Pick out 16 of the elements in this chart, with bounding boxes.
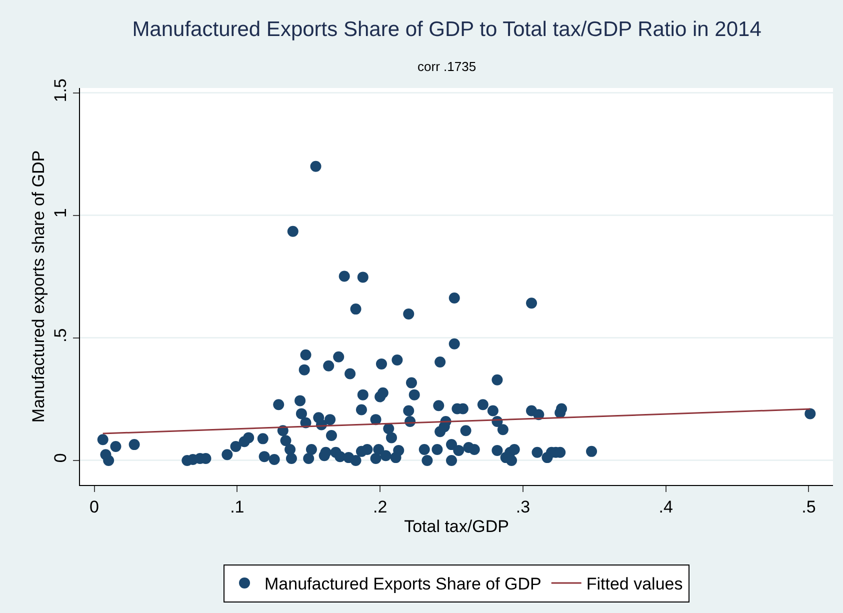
x-axis-title: Total tax/GDP [404, 516, 509, 536]
x-tick-label: .2 [372, 497, 388, 516]
y-tick-label: 1 [51, 208, 70, 218]
x-tick-label: 0 [90, 497, 100, 516]
y-tick-label: 1.5 [51, 78, 70, 102]
x-tick-label: .1 [230, 497, 244, 516]
chart-title: Manufactured Exports Share of GDP to Total tax/GDP Ratio in 2014 [132, 18, 762, 42]
legend-label: Fitted values [586, 574, 683, 594]
y-axis-title: Manufactured exports share of GDP [28, 150, 48, 423]
y-tick-label: .5 [51, 328, 70, 343]
x-tick-label: .4 [658, 497, 673, 516]
legend-label: Manufactured Exports Share of GDP [264, 574, 542, 594]
chart-subtitle: corr .1735 [418, 59, 476, 74]
x-tick-label: .5 [802, 497, 816, 516]
x-tick-label: .3 [516, 497, 530, 516]
y-tick-label: 0 [51, 453, 70, 463]
